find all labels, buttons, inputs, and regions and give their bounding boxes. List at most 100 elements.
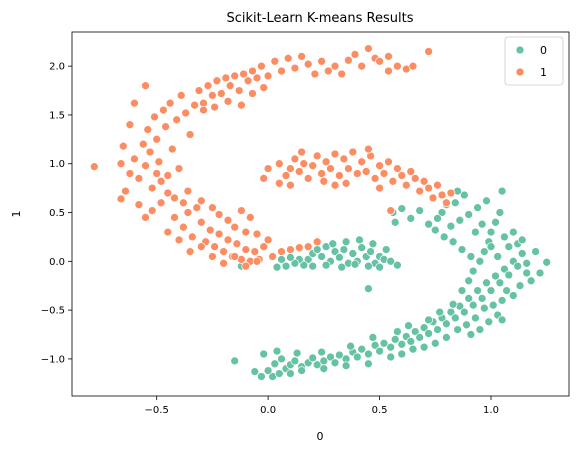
data-point-series-0: [335, 253, 344, 262]
data-point-series-0: [408, 344, 418, 354]
data-point-series-1: [348, 147, 358, 157]
data-point-series-1: [339, 154, 349, 164]
data-point-series-0: [366, 247, 375, 256]
data-point-series-0: [352, 352, 362, 362]
data-point-series-0: [277, 255, 286, 264]
data-point-series-0: [448, 299, 458, 309]
data-point-series-0: [348, 249, 358, 258]
data-point-series-0: [381, 245, 391, 254]
data-point-series-0: [473, 286, 482, 295]
data-point-series-0: [459, 190, 469, 200]
data-point-series-1: [248, 89, 257, 98]
data-point-series-0: [517, 249, 527, 258]
legend-box: [504, 36, 564, 86]
data-point-series-1: [125, 169, 135, 178]
data-point-series-1: [274, 178, 284, 188]
data-point-series-1: [185, 130, 195, 139]
data-point-series-0: [308, 353, 318, 363]
data-point-series-1: [386, 206, 396, 215]
data-point-series-1: [299, 159, 309, 169]
data-point-series-0: [415, 333, 425, 342]
data-point-series-0: [526, 276, 536, 286]
data-point-series-0: [482, 278, 491, 288]
data-point-series-0: [466, 252, 476, 261]
legend-marker-0: [515, 45, 525, 55]
x-tick-label: 0.0: [260, 405, 276, 416]
data-point-series-0: [297, 366, 306, 375]
data-point-series-0: [303, 255, 313, 264]
data-point-series-0: [522, 268, 532, 278]
data-point-series-0: [312, 245, 322, 254]
data-point-series-0: [513, 261, 523, 271]
data-point-series-1: [219, 247, 228, 256]
data-point-series-0: [433, 325, 442, 334]
data-point-series-1: [419, 176, 429, 186]
data-point-series-0: [330, 247, 340, 256]
data-point-series-0: [312, 360, 322, 370]
data-point-series-0: [364, 359, 373, 369]
data-point-series-1: [303, 174, 313, 183]
y-tick-label: 0.5: [49, 208, 65, 219]
data-point-series-1: [270, 56, 280, 66]
data-point-series-1: [190, 100, 199, 110]
data-point-series-1: [312, 237, 322, 247]
data-point-series-1: [408, 61, 418, 71]
data-point-series-0: [393, 327, 402, 336]
data-point-series-0: [321, 260, 331, 270]
data-point-series-0: [430, 338, 440, 348]
data-point-series-1: [437, 190, 447, 200]
data-point-series-1: [223, 96, 233, 106]
data-point-series-1: [181, 108, 191, 118]
data-point-series-1: [274, 159, 284, 169]
data-point-series-0: [508, 227, 518, 237]
data-point-series-1: [210, 102, 219, 112]
data-point-series-0: [250, 367, 260, 376]
data-point-series-0: [317, 347, 326, 357]
data-point-series-1: [234, 86, 244, 95]
data-point-series-0: [259, 349, 269, 359]
data-point-series-1: [297, 52, 306, 61]
data-point-series-1: [375, 183, 384, 193]
data-point-series-0: [341, 237, 351, 247]
data-point-series-1: [245, 213, 255, 222]
data-point-series-1: [179, 222, 188, 232]
data-point-series-1: [130, 98, 139, 108]
data-point-series-1: [230, 222, 240, 232]
data-point-series-0: [482, 196, 491, 206]
data-point-series-1: [208, 252, 217, 261]
plot-frame: [71, 31, 570, 397]
data-point-series-1: [388, 176, 398, 186]
data-point-series-1: [176, 91, 186, 100]
data-point-series-0: [435, 307, 445, 317]
legend-label-1: 1: [540, 66, 547, 79]
data-point-series-1: [259, 242, 269, 252]
data-point-series-1: [221, 73, 231, 83]
y-tick-label: −1.0: [41, 354, 65, 365]
data-point-series-1: [263, 235, 273, 245]
data-point-series-1: [375, 56, 384, 66]
data-point-series-1: [259, 83, 269, 92]
data-point-series-1: [277, 247, 286, 256]
data-point-series-0: [486, 242, 496, 252]
data-point-series-1: [141, 161, 150, 171]
data-point-series-1: [141, 213, 150, 222]
data-point-series-1: [428, 193, 438, 203]
data-point-series-1: [196, 196, 206, 206]
data-point-series-1: [410, 174, 420, 183]
data-point-series-0: [346, 341, 355, 351]
data-point-series-0: [272, 346, 282, 356]
data-point-series-1: [163, 171, 173, 180]
data-point-series-1: [138, 139, 148, 149]
data-point-series-1: [161, 122, 170, 132]
data-point-series-0: [419, 342, 429, 352]
data-point-series-1: [187, 232, 197, 242]
data-point-series-1: [252, 229, 262, 239]
data-point-series-0: [368, 239, 378, 249]
data-point-series-0: [457, 286, 467, 295]
data-point-series-1: [203, 81, 213, 91]
data-point-series-1: [125, 120, 135, 130]
data-point-series-0: [442, 319, 451, 329]
data-point-series-1: [252, 256, 262, 266]
data-point-series-0: [328, 239, 338, 249]
data-point-series-0: [508, 291, 518, 300]
